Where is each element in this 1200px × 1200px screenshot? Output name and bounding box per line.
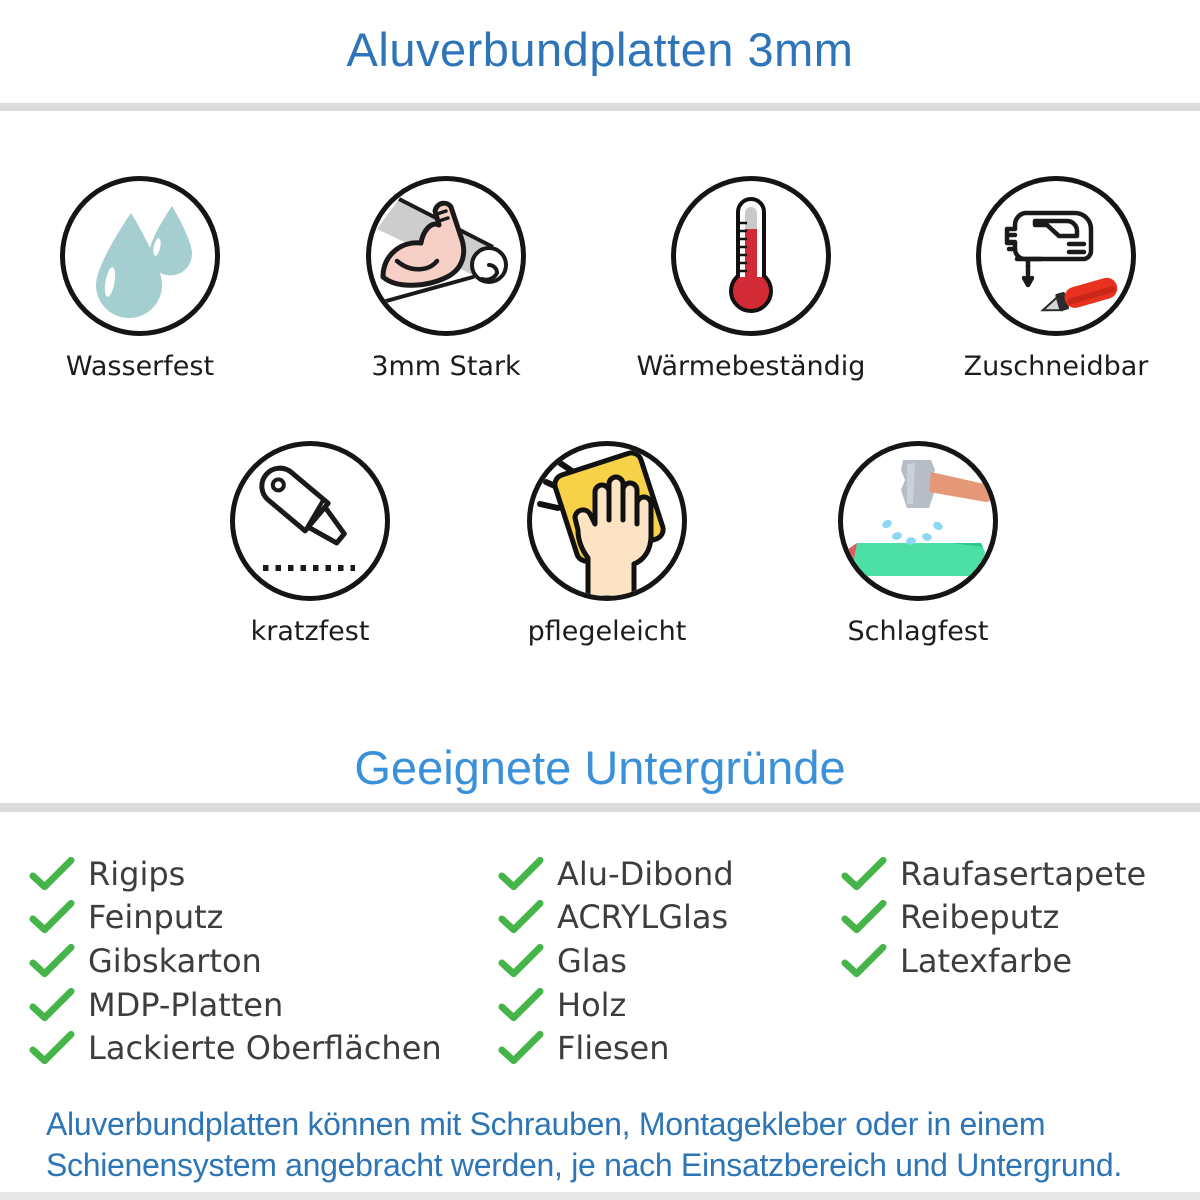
check-icon xyxy=(498,987,544,1021)
mounting-note-line1: Aluverbundplatten können mit Schrauben, … xyxy=(46,1106,1046,1142)
thermometer-icon xyxy=(671,176,831,336)
substrates-column-1: Rigips Feinputz Gibskarton MDP-Platten L… xyxy=(28,852,442,1070)
list-item-label: MDP-Platten xyxy=(88,985,284,1024)
feature-label: Wasserfest xyxy=(65,351,215,382)
list-item-label: Lackierte Oberflächen xyxy=(88,1029,442,1068)
check-icon xyxy=(498,900,544,934)
muscle-arm-icon xyxy=(366,176,526,336)
check-icon xyxy=(29,987,75,1021)
check-icon xyxy=(29,900,75,934)
feature-schlagfest: Schlagfest xyxy=(788,441,1048,647)
feature-kratzfest: kratzfest xyxy=(180,441,440,647)
hammer-icon xyxy=(838,441,998,601)
list-item-label: ACRYLGlas xyxy=(557,898,729,937)
list-item: ACRYLGlas xyxy=(497,896,734,940)
feature-wasserfest: Wasserfest xyxy=(10,176,270,382)
check-icon xyxy=(29,943,75,978)
divider-top xyxy=(0,103,1200,111)
list-item-label: Alu-Dibond xyxy=(557,854,734,893)
list-item: MDP-Platten xyxy=(28,983,442,1027)
feature-label: pflegeleicht xyxy=(527,616,687,647)
check-icon xyxy=(29,856,75,890)
list-item: Rigips xyxy=(28,852,442,896)
list-item: Reibeputz xyxy=(840,896,1146,940)
mounting-note: Aluverbundplatten können mit Schrauben, … xyxy=(46,1104,1122,1186)
substrates-column-2: Alu-Dibond ACRYLGlas Glas Holz Fliesen xyxy=(497,852,734,1070)
cutter-knife-icon xyxy=(230,441,390,601)
cleaning-hand-icon xyxy=(527,441,687,601)
check-icon xyxy=(841,943,887,978)
feature-3mm-stark: 3mm Stark xyxy=(316,176,576,382)
list-item-label: Reibeputz xyxy=(900,898,1060,937)
list-item: Holz xyxy=(497,983,734,1027)
feature-label: kratzfest xyxy=(250,616,370,647)
list-item: Fliesen xyxy=(497,1026,734,1070)
list-item-label: Holz xyxy=(557,985,627,1024)
feature-waermebestaendig: Wärmebeständig xyxy=(621,176,881,382)
check-icon xyxy=(498,1031,544,1065)
feature-zuschneidbar: Zuschneidbar xyxy=(926,176,1186,382)
divider-middle xyxy=(0,803,1200,812)
list-item-label: Glas xyxy=(557,941,627,980)
list-item-label: Fliesen xyxy=(557,1029,670,1068)
list-item-label: Gibskarton xyxy=(88,941,262,980)
list-item-label: Latexfarbe xyxy=(900,941,1073,980)
check-icon xyxy=(841,856,887,890)
list-item: Glas xyxy=(497,939,734,983)
list-item: Raufasertapete xyxy=(840,852,1146,896)
list-item: Latexfarbe xyxy=(840,939,1146,983)
divider-bottom xyxy=(0,1192,1200,1200)
check-icon xyxy=(498,943,544,978)
list-item-label: Feinputz xyxy=(88,898,224,937)
list-item: Feinputz xyxy=(28,896,442,940)
section-title-untergruende: Geeignete Untergründe xyxy=(354,741,846,794)
check-icon xyxy=(841,900,887,934)
feature-pflegeleicht: pflegeleicht xyxy=(477,441,737,647)
list-item: Alu-Dibond xyxy=(497,852,734,896)
mounting-note-line2: Schienensystem angebracht werden, je nac… xyxy=(46,1147,1122,1183)
check-icon xyxy=(29,1031,75,1065)
jigsaw-icon xyxy=(976,176,1136,336)
list-item-label: Raufasertapete xyxy=(900,854,1147,893)
check-icon xyxy=(498,856,544,890)
feature-label: 3mm Stark xyxy=(371,351,521,382)
list-item: Gibskarton xyxy=(28,939,442,983)
feature-label: Wärmebeständig xyxy=(636,351,866,382)
water-drops-icon xyxy=(60,176,220,336)
page-title: Aluverbundplatten 3mm xyxy=(346,23,854,76)
feature-label: Zuschneidbar xyxy=(963,351,1149,382)
list-item: Lackierte Oberflächen xyxy=(28,1026,442,1070)
list-item-label: Rigips xyxy=(88,854,186,893)
substrates-column-3: Raufasertapete Reibeputz Latexfarbe xyxy=(840,852,1146,983)
feature-label: Schlagfest xyxy=(847,616,989,647)
